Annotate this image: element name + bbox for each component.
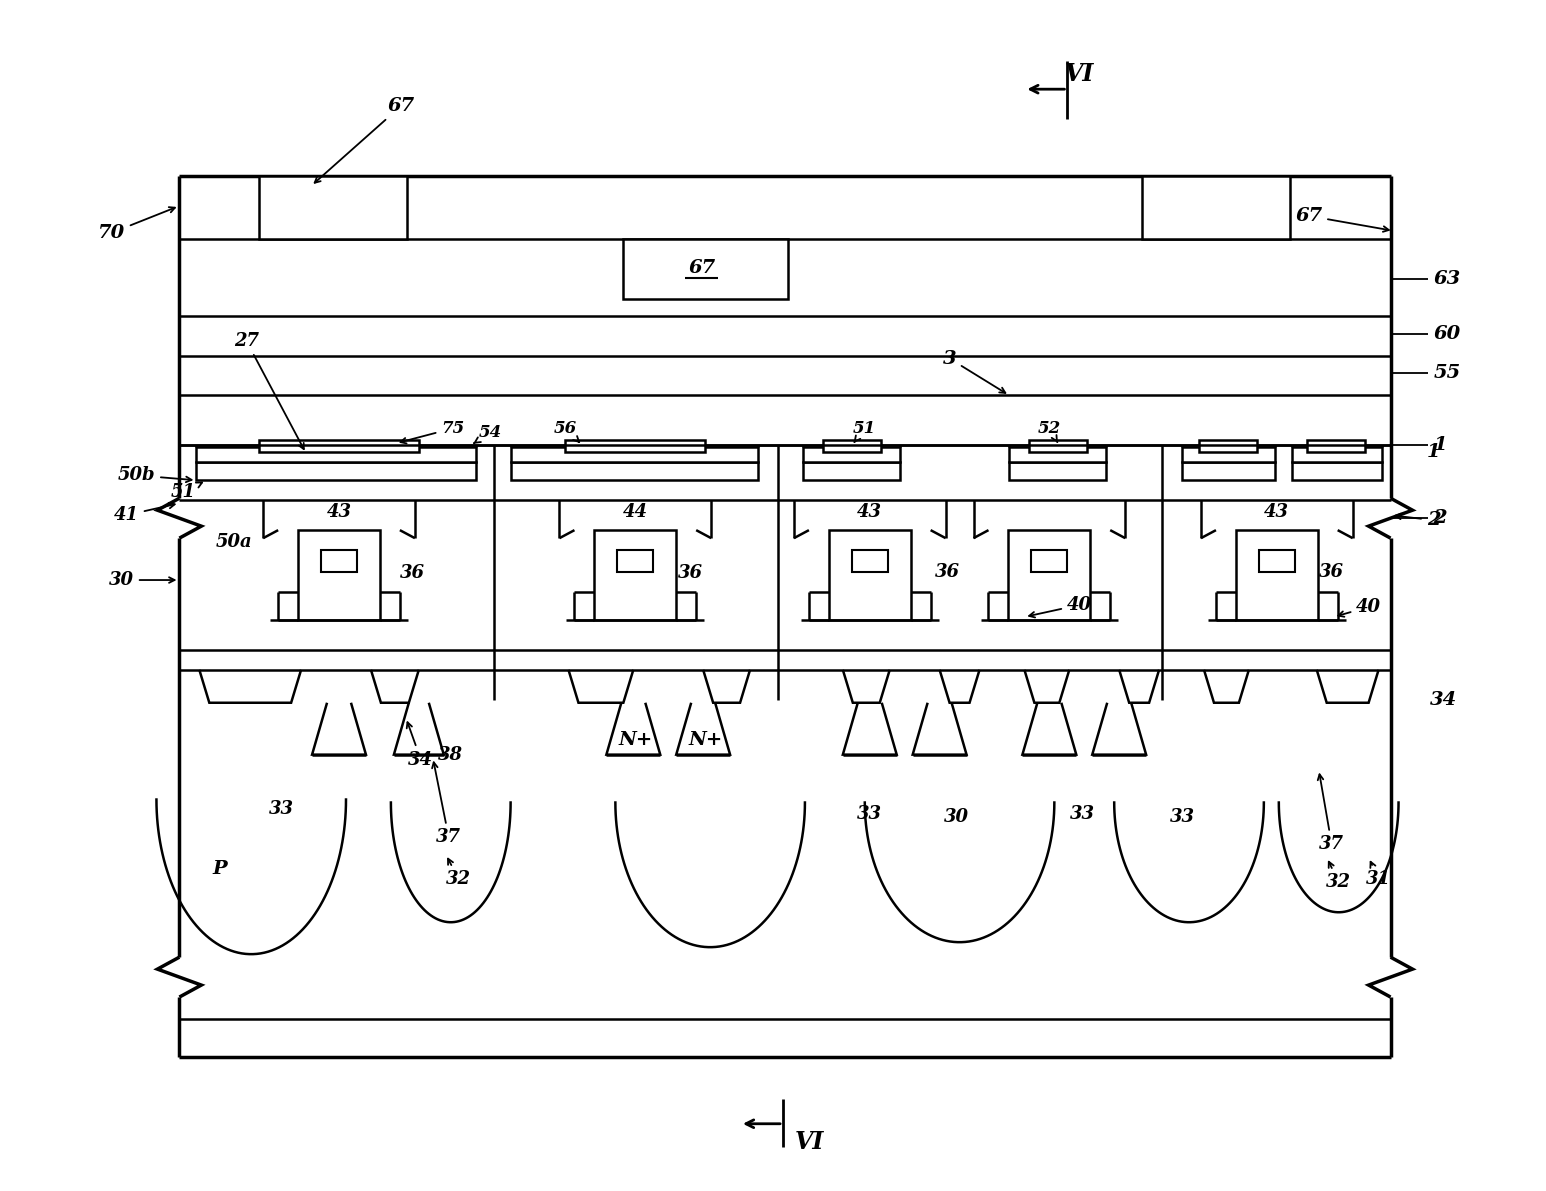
Bar [1183, 448, 1275, 462]
Bar [510, 448, 758, 462]
Text: 52: 52 [1037, 420, 1061, 442]
Text: 54: 54 [473, 424, 502, 443]
Bar [594, 530, 676, 621]
Text: 60: 60 [1433, 325, 1461, 343]
Bar [623, 239, 788, 299]
Text: 34: 34 [407, 722, 433, 768]
Text: N+: N+ [688, 730, 722, 749]
Text: 1: 1 [1421, 443, 1441, 461]
Text: 36: 36 [677, 565, 703, 582]
Bar [1142, 176, 1289, 239]
Text: 32: 32 [1326, 862, 1351, 891]
Text: 63: 63 [1433, 269, 1461, 288]
Text: 51: 51 [853, 420, 877, 442]
Text: 33: 33 [1169, 809, 1195, 827]
Text: 30: 30 [945, 809, 969, 827]
Bar [196, 462, 476, 480]
Bar [298, 530, 380, 621]
Text: 2: 2 [1433, 510, 1447, 528]
Text: 44: 44 [623, 503, 648, 522]
Bar [1010, 462, 1107, 480]
Text: 41: 41 [114, 503, 175, 524]
Text: 67: 67 [1296, 207, 1388, 232]
Text: 50b: 50b [117, 467, 192, 485]
Bar [1306, 441, 1365, 453]
Text: 33: 33 [858, 805, 883, 823]
Bar [829, 530, 911, 621]
Text: 30: 30 [110, 570, 175, 590]
Bar [852, 550, 887, 572]
Bar [566, 441, 705, 453]
Text: 75: 75 [400, 420, 464, 443]
Bar [260, 441, 419, 453]
Text: VI: VI [795, 1130, 824, 1154]
Text: 40: 40 [1030, 596, 1091, 617]
Text: 36: 36 [400, 565, 425, 582]
Bar [1258, 550, 1296, 572]
Bar [196, 448, 476, 462]
Text: 51: 51 [172, 482, 203, 501]
Bar [822, 441, 881, 453]
Text: 31: 31 [1367, 862, 1391, 888]
Bar [1183, 462, 1275, 480]
Bar [802, 462, 900, 480]
Bar [260, 176, 407, 239]
Text: 34: 34 [1424, 691, 1456, 709]
Text: N+: N+ [618, 730, 652, 749]
Bar [322, 550, 357, 572]
Bar [617, 550, 654, 572]
Text: 33: 33 [269, 800, 294, 818]
Text: 38: 38 [438, 746, 464, 763]
Bar [1031, 550, 1067, 572]
Text: 37: 37 [1317, 774, 1343, 854]
Text: 43: 43 [858, 503, 883, 522]
Text: 56: 56 [553, 420, 580, 442]
Bar [1200, 441, 1257, 453]
Bar [510, 462, 758, 480]
Text: 3: 3 [943, 349, 1005, 393]
Bar [1235, 530, 1317, 621]
Text: 43: 43 [326, 503, 351, 522]
Text: 33: 33 [1070, 805, 1095, 823]
Text: 43: 43 [1265, 503, 1289, 522]
Text: 50a: 50a [216, 534, 252, 551]
Text: 32: 32 [447, 859, 472, 888]
Text: 36: 36 [935, 563, 960, 581]
Text: P: P [212, 860, 227, 878]
Text: 70: 70 [97, 207, 175, 242]
Bar [1030, 441, 1087, 453]
Text: 27: 27 [233, 331, 305, 449]
Text: 67: 67 [315, 98, 414, 182]
Text: 36: 36 [1319, 563, 1343, 581]
Bar [1292, 448, 1382, 462]
Bar [802, 448, 900, 462]
Text: 40: 40 [1339, 598, 1381, 617]
Text: 37: 37 [431, 762, 461, 847]
Bar [1010, 448, 1107, 462]
Text: 67: 67 [688, 258, 716, 276]
Bar [1008, 530, 1090, 621]
Text: 1: 1 [1433, 436, 1447, 454]
Text: 2: 2 [1396, 511, 1441, 529]
Text: 55: 55 [1433, 363, 1461, 381]
Text: VI: VI [1065, 62, 1095, 86]
Bar [1292, 462, 1382, 480]
